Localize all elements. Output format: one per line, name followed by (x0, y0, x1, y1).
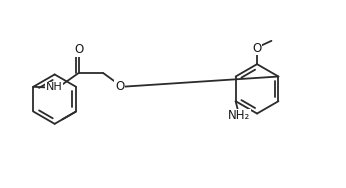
Text: NH₂: NH₂ (228, 109, 250, 122)
Text: O: O (74, 43, 83, 56)
Text: NH: NH (45, 83, 62, 92)
Text: O: O (115, 80, 124, 93)
Text: O: O (253, 42, 262, 55)
